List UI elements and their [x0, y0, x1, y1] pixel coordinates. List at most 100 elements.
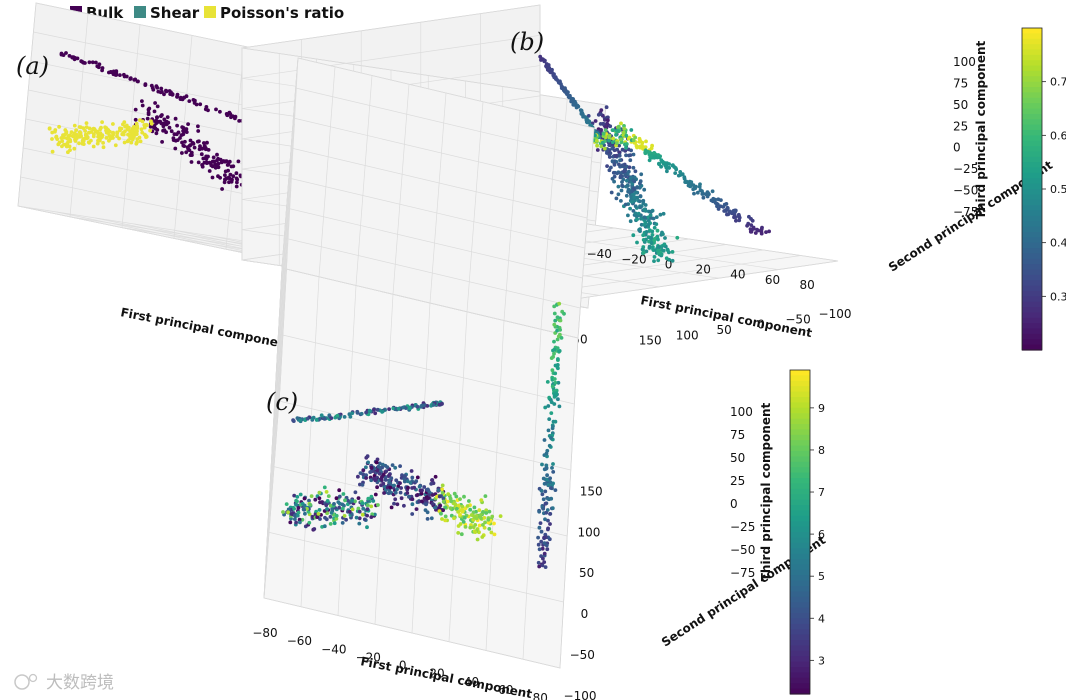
shear-point [540, 546, 545, 551]
poisson-point [121, 131, 126, 135]
bulk-point [657, 245, 661, 249]
bulk-point [147, 106, 152, 111]
colorbar-segment [1022, 312, 1042, 319]
grid-line [267, 531, 564, 603]
bulk-point [483, 520, 487, 525]
bulk-point [410, 475, 415, 480]
poisson-point [317, 490, 322, 495]
bulk-point [231, 174, 236, 179]
bulk-point [366, 460, 370, 465]
bulk-point [152, 109, 157, 114]
poisson-point [294, 502, 298, 507]
poisson-point [369, 515, 374, 519]
shear-point [541, 497, 546, 502]
grid-line [295, 87, 592, 159]
shear-point [539, 539, 544, 544]
colorbar-segment [790, 461, 810, 468]
poisson-point [302, 496, 307, 501]
poisson-point [298, 520, 302, 525]
bulk-point [200, 164, 205, 169]
grid-line [411, 302, 431, 634]
grid-line [286, 207, 583, 279]
shear-point [550, 466, 554, 470]
colorbar-segment [1022, 231, 1042, 238]
bulk-point [649, 240, 654, 245]
poisson-point [98, 131, 103, 136]
colorbar-segment [790, 370, 810, 376]
bulk-point [631, 233, 636, 238]
bulk-point [631, 165, 636, 170]
poisson-point [305, 507, 309, 511]
bulk-point [483, 494, 488, 498]
bulk-point [375, 468, 380, 473]
bulk-point [160, 121, 164, 126]
z-tick-label: 75 [953, 76, 968, 90]
bulk-point [218, 109, 222, 114]
bulk-point [453, 502, 458, 507]
poisson-point [342, 514, 347, 518]
shear-point [552, 347, 557, 352]
colorbar-segment [790, 548, 810, 555]
poisson-point [47, 126, 52, 131]
bulk-point [184, 150, 189, 155]
shear-point [558, 332, 562, 337]
poisson-point [328, 522, 333, 526]
poisson-point [50, 137, 54, 141]
poisson-point [101, 141, 105, 145]
colorbar-segment [790, 505, 810, 511]
bulk-point [644, 230, 649, 234]
shear-point [697, 184, 702, 189]
shear-point [540, 462, 544, 467]
bulk-point [394, 478, 399, 483]
poisson-point [365, 507, 370, 512]
shear-point [734, 218, 738, 223]
bulk-point [433, 505, 437, 510]
bulk-point [426, 487, 430, 492]
bulk-point [599, 108, 604, 112]
shear-point [550, 384, 555, 389]
bulk-point [375, 457, 380, 462]
bulk-point [223, 173, 227, 178]
poisson-point [376, 503, 380, 507]
poisson-point [85, 135, 90, 140]
bulk-point [616, 184, 621, 189]
poisson-point [325, 499, 330, 503]
bulk-point [128, 77, 133, 81]
colorbar-segment [790, 434, 810, 441]
colorbar-segment [790, 515, 810, 522]
z-tick-label: 0 [730, 497, 738, 511]
shear-point [755, 227, 759, 232]
colorbar-tick-label: 5 [818, 570, 825, 583]
bulk-point [474, 516, 479, 521]
colorbar-segment [1022, 119, 1042, 126]
poisson-point [122, 120, 127, 125]
bulk-point [369, 465, 374, 470]
poisson-point [328, 503, 333, 508]
bulk-point [189, 160, 194, 164]
bulk-point [410, 502, 415, 507]
shear-point [644, 139, 648, 144]
bulk-point [607, 168, 612, 173]
bulk-point [599, 127, 603, 132]
bulk-point [620, 183, 624, 188]
colorbar-tick-label: 6 [818, 528, 825, 541]
bulk-point [214, 107, 218, 112]
poisson-point [111, 122, 115, 126]
poisson-point [294, 520, 298, 525]
bulk-point [186, 122, 191, 126]
poisson-point [350, 499, 354, 503]
scatter-points-c [281, 301, 566, 569]
bulk-point [614, 153, 619, 158]
poisson-point [50, 130, 55, 135]
bulk-point [223, 169, 228, 174]
colorbar-segment [1022, 151, 1042, 158]
bulk-point [372, 476, 376, 481]
colorbar-segment [1022, 65, 1042, 72]
bulk-point [174, 132, 179, 137]
axes-panes-c [263, 57, 595, 669]
bulk-point [399, 486, 403, 490]
x-tick-label: 20 [696, 263, 711, 277]
x-tick-label: 40 [464, 675, 479, 689]
bulk-point [226, 175, 231, 180]
bulk-point [484, 511, 489, 515]
